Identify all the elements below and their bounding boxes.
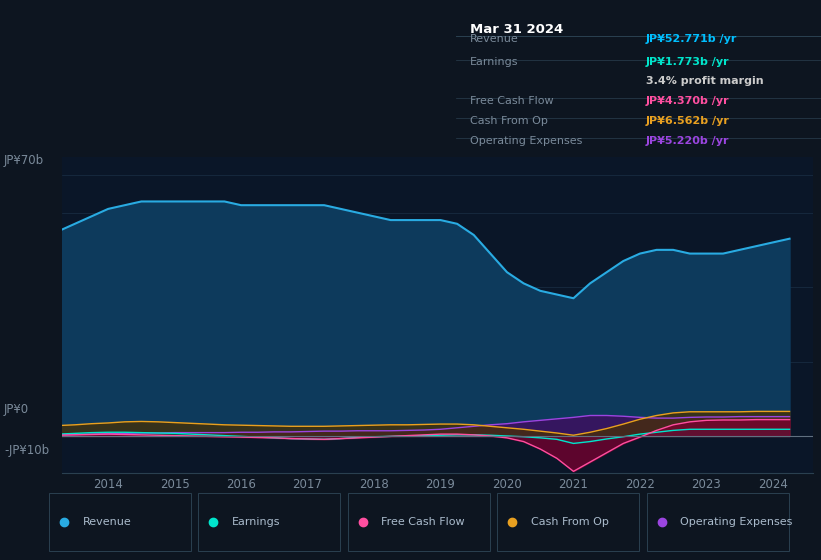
Text: JP¥0: JP¥0 <box>4 403 30 417</box>
Text: Revenue: Revenue <box>470 34 519 44</box>
Text: Revenue: Revenue <box>83 517 131 527</box>
Text: Free Cash Flow: Free Cash Flow <box>382 517 465 527</box>
Text: Earnings: Earnings <box>232 517 281 527</box>
Text: JP¥6.562b /yr: JP¥6.562b /yr <box>645 116 730 126</box>
Text: JP¥52.771b /yr: JP¥52.771b /yr <box>645 34 737 44</box>
Text: Operating Expenses: Operating Expenses <box>470 136 583 146</box>
Text: Operating Expenses: Operating Expenses <box>681 517 792 527</box>
Text: JP¥4.370b /yr: JP¥4.370b /yr <box>645 96 729 106</box>
Text: Cash From Op: Cash From Op <box>531 517 608 527</box>
Text: JP¥5.220b /yr: JP¥5.220b /yr <box>645 136 729 146</box>
Text: Earnings: Earnings <box>470 57 519 67</box>
Text: 3.4% profit margin: 3.4% profit margin <box>645 76 764 86</box>
Text: Free Cash Flow: Free Cash Flow <box>470 96 554 106</box>
Text: JP¥1.773b /yr: JP¥1.773b /yr <box>645 57 729 67</box>
Text: Mar 31 2024: Mar 31 2024 <box>470 22 563 35</box>
Text: Cash From Op: Cash From Op <box>470 116 548 126</box>
Text: JP¥70b: JP¥70b <box>4 154 44 167</box>
Text: -JP¥10b: -JP¥10b <box>4 444 49 458</box>
